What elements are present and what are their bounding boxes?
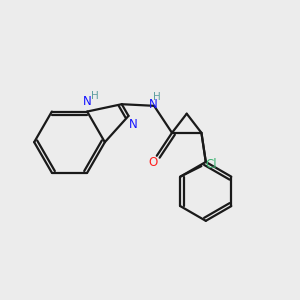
- Text: N: N: [149, 98, 158, 111]
- Text: N: N: [129, 118, 138, 131]
- Text: H: H: [91, 91, 99, 101]
- Text: H: H: [153, 92, 161, 102]
- Text: O: O: [148, 156, 158, 169]
- Text: N: N: [83, 95, 92, 108]
- Text: Cl: Cl: [206, 158, 217, 171]
